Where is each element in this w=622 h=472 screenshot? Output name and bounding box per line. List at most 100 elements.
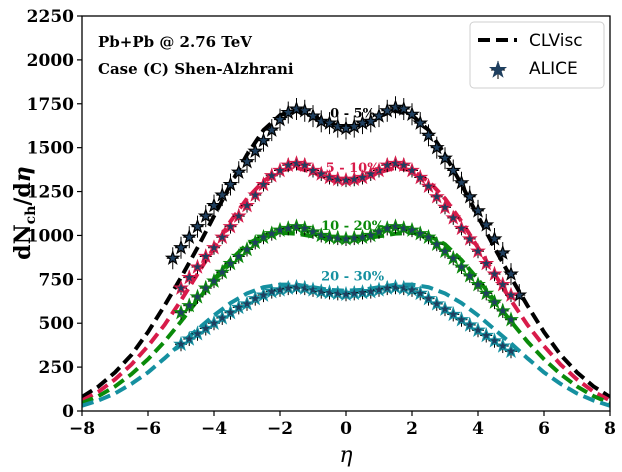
data-point: [305, 223, 321, 239]
data-point: [189, 288, 206, 304]
data-point: [197, 248, 214, 264]
data-point: [173, 279, 189, 295]
x-tick-label: −4: [201, 419, 227, 439]
x-tick-label: −8: [69, 419, 95, 439]
data-point: [362, 227, 379, 243]
data-point: [173, 239, 189, 255]
data-point: [206, 239, 222, 255]
series-label: 10 - 20%: [321, 219, 385, 234]
data-point: [420, 127, 437, 143]
data-points: [164, 96, 528, 359]
data-point: [494, 276, 511, 292]
data-point: [329, 170, 346, 187]
data-point: [478, 255, 495, 271]
data-point: [362, 165, 379, 181]
x-tick-label: −6: [135, 419, 161, 439]
series-label: 20 - 30%: [321, 270, 385, 285]
data-point: [395, 220, 412, 236]
series-labels: 0 - 5% 5 - 10% 10 - 20% 20 - 30%: [321, 106, 385, 284]
data-point: [189, 258, 206, 274]
y-axis-label: dNch/dη: [10, 166, 39, 260]
data-point: [239, 197, 255, 213]
data-point: [503, 311, 519, 327]
data-point: [445, 249, 462, 266]
data-point: [230, 299, 247, 315]
x-tick-label: 4: [472, 419, 484, 439]
collision-annotation: Pb+Pb @ 2.76 TeV: [98, 33, 252, 51]
data-point: [486, 332, 503, 348]
data-point: [478, 327, 495, 343]
y-axis-ticks: 0 250 500 750 1000 1250 1500 1750 2000 2250: [27, 7, 82, 422]
data-point: [296, 220, 313, 236]
data-point: [470, 242, 486, 258]
data-point: [181, 269, 198, 285]
data-point: [478, 285, 495, 301]
data-point: [428, 139, 445, 155]
data-point: [305, 162, 321, 178]
data-point: [437, 300, 453, 316]
data-point: [313, 165, 330, 181]
data-point: [255, 132, 272, 148]
y-tick-label: 1000: [27, 226, 74, 246]
data-point: [222, 218, 239, 234]
model-curve-0: [82, 108, 610, 399]
data-point: [321, 284, 338, 300]
data-point: [395, 100, 412, 116]
legend-star-icon: [488, 60, 508, 78]
data-point: [247, 186, 264, 202]
data-point: [296, 102, 313, 118]
data-point: [503, 286, 519, 302]
data-point: [321, 169, 338, 185]
data-point: [412, 114, 429, 130]
data-point: [214, 228, 231, 244]
data-point: [387, 278, 404, 294]
series-label: 0 - 5%: [330, 106, 376, 121]
data-point: [404, 162, 420, 178]
data-point: [288, 100, 305, 116]
data-point: [222, 176, 239, 192]
data-point: [437, 199, 453, 215]
data-point: [503, 265, 519, 281]
case-annotation: Case (C) Shen-Alzhrani: [98, 60, 294, 78]
data-point: [296, 279, 313, 295]
data-point: [354, 169, 371, 185]
x-tick-label: 8: [604, 419, 616, 439]
data-point: [206, 197, 222, 213]
model-curve-2: [82, 230, 610, 405]
data-point: [412, 285, 429, 301]
x-tick-label: −2: [267, 419, 293, 439]
data-point: [437, 242, 453, 258]
data-point: [247, 142, 264, 158]
data-point: [395, 156, 412, 172]
data-point: [412, 225, 429, 241]
data-point: [453, 174, 470, 190]
data-point: [197, 207, 214, 223]
data-point: [461, 230, 478, 246]
data-point: [214, 263, 231, 280]
data-point: [445, 306, 462, 322]
data-point: [313, 227, 330, 243]
y-tick-label: 750: [39, 270, 75, 290]
data-point: [445, 209, 462, 225]
data-point: [420, 228, 437, 244]
data-point: [494, 244, 511, 260]
data-point: [404, 281, 420, 297]
y-tick-label: 2250: [27, 7, 74, 27]
data-point: [437, 149, 453, 165]
x-tick-label: 2: [406, 419, 418, 439]
data-point: [453, 311, 470, 327]
data-point: [387, 218, 404, 234]
data-point: [387, 155, 404, 171]
data-point: [503, 342, 519, 359]
y-tick-label: 1750: [27, 95, 74, 115]
data-point: [486, 293, 503, 309]
data-point: [387, 98, 404, 115]
x-tick-label: 0: [340, 419, 352, 439]
y-tick-label: 500: [39, 314, 75, 334]
data-point: [428, 188, 445, 204]
data-point: [230, 163, 247, 179]
data-point: [181, 228, 198, 244]
y-tick-label: 1250: [27, 183, 74, 203]
data-point: [461, 316, 478, 332]
x-axis-ticks: −8 −6 −4 −2 0 2 4 6 8: [69, 411, 616, 439]
